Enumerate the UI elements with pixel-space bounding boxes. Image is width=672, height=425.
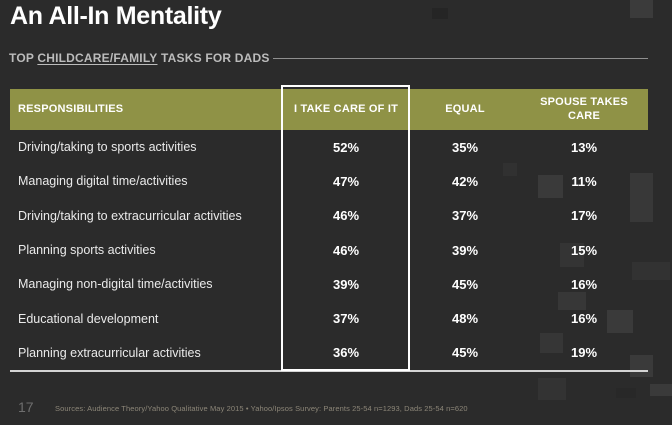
column-header-responsibilities: RESPONSIBILITIES — [18, 102, 124, 115]
row-label: Planning sports activities — [18, 243, 156, 258]
table-header: RESPONSIBILITIES I TAKE CARE OF IT EQUAL… — [10, 89, 648, 130]
row-value-i-take-care-of-it: 52% — [332, 139, 360, 155]
row-value-i-take-care-of-it: 46% — [332, 242, 360, 258]
column-header-i-take-care-of-it: I TAKE CARE OF IT — [293, 102, 399, 115]
row-value-spouse-takes-care: 19% — [570, 345, 598, 361]
row-value-i-take-care-of-it: 46% — [332, 208, 360, 224]
sources-footnote: Sources: Audience Theory/Yahoo Qualitati… — [55, 404, 468, 413]
page-title: An All-In Mentality — [10, 2, 222, 30]
table-row: Managing digital time/activities 47% 42%… — [10, 164, 648, 198]
decor-square — [432, 8, 448, 19]
table-rows: Driving/taking to sports activities 52% … — [10, 130, 648, 370]
table-row: Managing non-digital time/activities 39%… — [10, 267, 648, 301]
row-value-equal: 45% — [451, 276, 479, 292]
row-value-equal: 37% — [451, 208, 479, 224]
decor-square — [630, 173, 653, 222]
row-value-spouse-takes-care: 16% — [570, 276, 598, 292]
row-value-equal: 35% — [451, 139, 479, 155]
row-value-spouse-takes-care: 15% — [570, 242, 598, 258]
decor-square — [630, 0, 653, 18]
row-label: Managing non-digital time/activities — [18, 277, 213, 292]
row-value-i-take-care-of-it: 47% — [332, 173, 360, 189]
row-label: Planning extracurricular activities — [18, 345, 201, 360]
row-label: Educational development — [18, 311, 159, 326]
decor-square — [632, 262, 670, 280]
decor-square — [607, 310, 633, 333]
page-number: 17 — [18, 399, 34, 415]
subtitle-prefix: TOP — [9, 51, 38, 65]
subtitle: TOP CHILDCARE/FAMILY TASKS FOR DADS — [9, 51, 648, 65]
table-row: Planning extracurricular activities 36% … — [10, 336, 648, 370]
row-value-i-take-care-of-it: 36% — [332, 345, 360, 361]
decor-square — [558, 292, 586, 310]
row-value-spouse-takes-care: 16% — [570, 311, 598, 327]
decor-square — [538, 378, 566, 400]
table-row: Driving/taking to extracurricular activi… — [10, 199, 648, 233]
table-row: Driving/taking to sports activities 52% … — [10, 130, 648, 164]
table-row: Educational development 37% 48% 16% — [10, 301, 648, 335]
column-header-spouse-takes-care: SPOUSE TAKES CARE — [540, 95, 628, 122]
row-label: Driving/taking to sports activities — [18, 140, 197, 155]
row-value-equal: 39% — [451, 242, 479, 258]
table-row: Planning sports activities 46% 39% 15% — [10, 233, 648, 267]
decor-square — [560, 243, 584, 267]
row-value-spouse-takes-care: 13% — [570, 139, 598, 155]
decor-square — [650, 384, 672, 396]
row-value-spouse-takes-care: 11% — [571, 173, 597, 189]
row-value-equal: 48% — [451, 311, 479, 327]
row-label: Managing digital time/activities — [18, 174, 188, 189]
decor-square — [503, 163, 517, 176]
subtitle-suffix: TASKS FOR DADS — [157, 51, 270, 65]
subtitle-rule — [272, 57, 648, 59]
row-value-equal: 45% — [451, 345, 479, 361]
row-value-equal: 42% — [451, 173, 479, 189]
row-value-i-take-care-of-it: 37% — [332, 311, 360, 327]
row-value-spouse-takes-care: 17% — [570, 208, 598, 224]
column-header-equal: EQUAL — [445, 102, 485, 115]
row-label: Driving/taking to extracurricular activi… — [18, 208, 242, 223]
decor-square — [540, 333, 563, 353]
decor-square — [538, 175, 563, 198]
row-value-i-take-care-of-it: 39% — [332, 276, 360, 292]
decor-square — [616, 388, 636, 398]
table-bottom-rule — [10, 370, 648, 372]
subtitle-underlined: CHILDCARE/FAMILY — [37, 51, 158, 65]
